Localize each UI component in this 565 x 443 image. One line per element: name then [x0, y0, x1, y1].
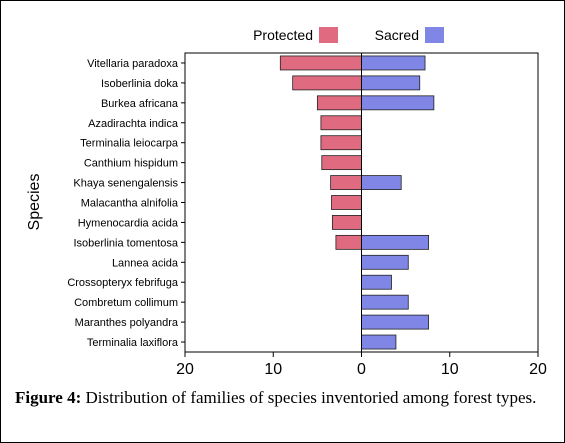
y-tick-label-10: Isoberlinia tomentosa [73, 237, 178, 249]
legend-swatch-sacred [425, 27, 444, 43]
figure-caption: Figure 4: Distribution of families of sp… [15, 387, 549, 409]
x-tick-label-1: 20 [176, 361, 194, 378]
bar-protected-5 [320, 135, 362, 151]
bar-sacred-7 [361, 175, 402, 190]
x-tick-label-3: 0 [357, 361, 366, 378]
caption-text: Distribution of families of species inve… [81, 388, 537, 407]
y-tick-label-14: Maranthes polyandra [75, 317, 179, 329]
y-tick-label-4: Azadirachta indica [88, 118, 179, 130]
bar-protected-6 [321, 155, 362, 171]
y-tick-label-1: Vitellaria paradoxa [87, 58, 179, 70]
bar-sacred-1 [361, 55, 426, 71]
legend-swatch-protected [319, 27, 338, 43]
x-tick-label-4: 10 [441, 361, 459, 378]
y-tick-label-6: Canthium hispidum [84, 158, 178, 170]
y-tick-label-5: Terminalia leiocarpa [80, 138, 179, 150]
x-tick-label-2: 10 [264, 361, 282, 378]
bar-sacred-3 [361, 95, 435, 111]
y-tick-label-8: Malacantha alnifolia [81, 198, 179, 210]
bar-protected-10 [335, 234, 362, 250]
bar-protected-2 [292, 75, 362, 91]
x-tick-label-5: 20 [529, 361, 547, 378]
bar-protected-4 [320, 115, 362, 131]
y-tick-label-11: Lannea acida [112, 257, 179, 269]
y-tick-label-13: Combretum collimum [74, 297, 178, 309]
bar-sacred-11 [361, 254, 409, 270]
legend-label-sacred: Sacred [375, 27, 419, 43]
bar-protected-3 [316, 95, 362, 111]
y-tick-label-2: Isoberlinia doka [101, 78, 179, 90]
y-tick-label-9: Hymenocardia acida [78, 217, 179, 229]
bar-protected-8 [331, 195, 362, 210]
bar-chart: Vitellaria paradoxa Isoberlinia doka Burke… [26, 27, 547, 378]
legend-label-protected: Protected [253, 27, 313, 43]
y-tick-label-15: Terminalia laxiflora [87, 337, 179, 349]
bar-sacred-13 [361, 294, 409, 310]
bar-sacred-2 [361, 75, 421, 91]
caption-label: Figure 4: [15, 388, 82, 407]
y-tick-label-7: Khaya senengalensis [73, 178, 178, 190]
bar-protected-7 [330, 175, 362, 190]
y-tick-label-3: Burkea africana [101, 98, 179, 110]
bar-sacred-12 [361, 274, 392, 290]
y-axis-title: Species [26, 174, 43, 231]
bar-protected-9 [331, 215, 362, 230]
bar-protected-1 [279, 55, 362, 71]
y-tick-label-12: Crossopteryx febrifuga [67, 277, 179, 289]
bar-sacred-14 [361, 314, 429, 330]
bar-sacred-15 [361, 334, 397, 350]
bar-sacred-10 [361, 234, 429, 250]
